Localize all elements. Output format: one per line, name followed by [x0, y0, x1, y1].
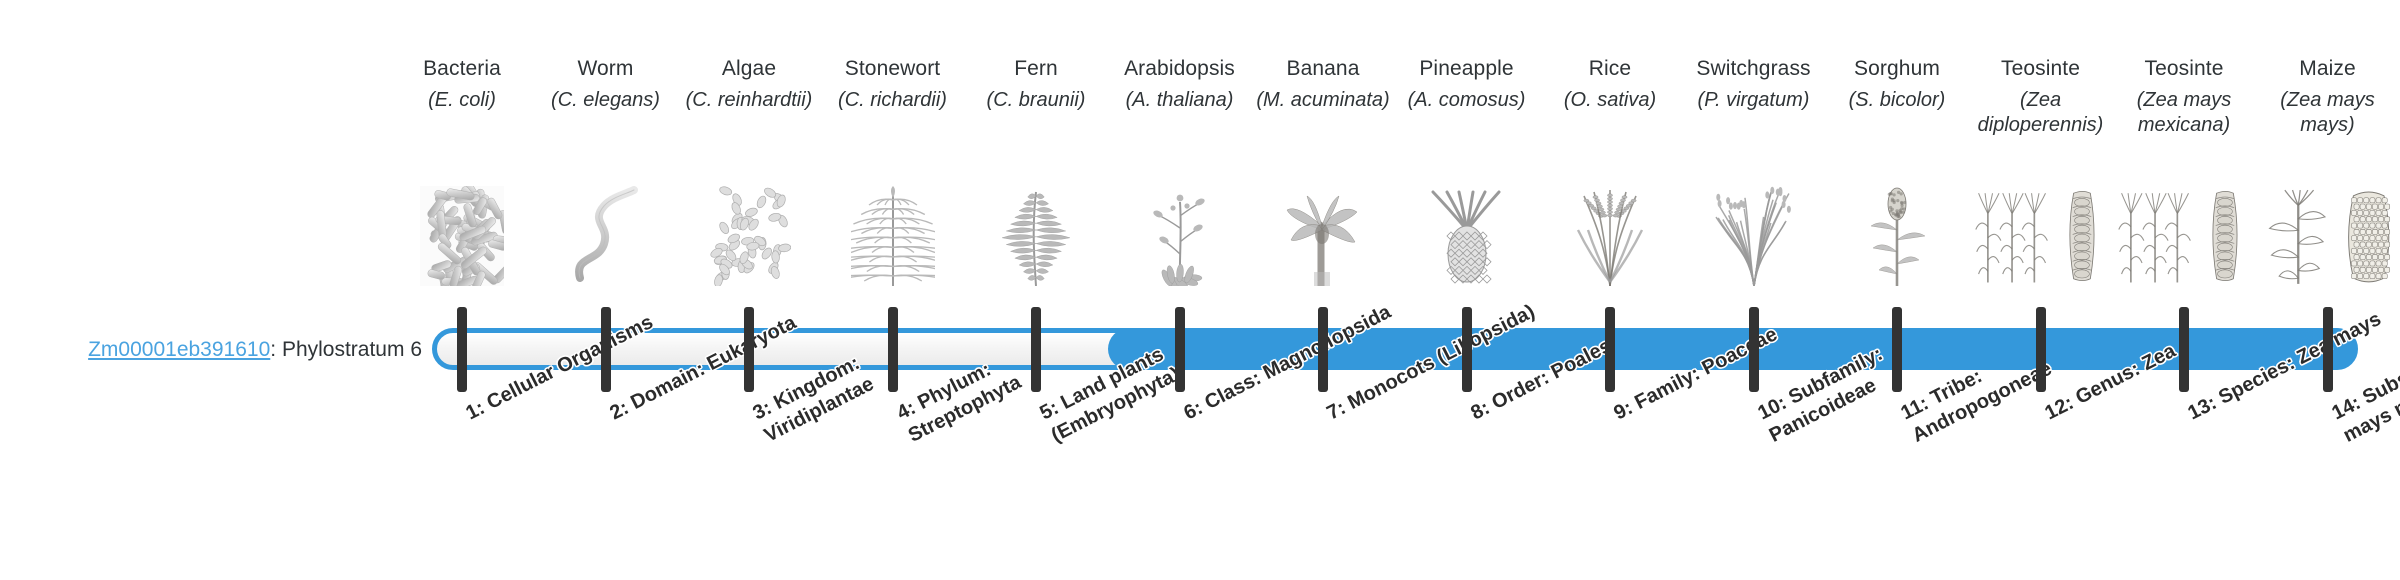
species-column-teosinte-13: Teosinte (Zea mays mexicana) 13: Species: … — [2116, 0, 2385, 580]
species-common-name: Worm — [577, 57, 634, 80]
species-common-name: Bacteria — [423, 57, 501, 80]
species-scientific-name: (M. acuminata) — [1256, 89, 1390, 111]
species-scientific-name: (Zea diploperennis) — [1977, 89, 2104, 136]
species-column-arabidopsis-6: Arabidopsis (A. thaliana) 6: Class: Magnol… — [1112, 0, 1394, 580]
species-common-name: Rice — [1588, 57, 1632, 80]
teosinte-ear-icon — [2116, 166, 2252, 286]
species-scientific-name: (C. richardii) — [838, 89, 947, 111]
species-common-name: Banana — [1286, 57, 1360, 80]
species-column-rice-9: Rice (O. sativa) 9: Family: Poaceae — [1542, 0, 1781, 580]
phylostratum-progress-fill — [1107, 328, 2356, 370]
species-common-name: Arabidopsis — [1124, 57, 1235, 80]
stonewort-alga-icon — [825, 166, 961, 286]
species-column-switchgrass-10: Switchgrass (P. virgatum) 10: Subfamily: P… — [1686, 0, 1885, 580]
rice-plant-icon — [1542, 166, 1678, 286]
maize-ear-icon — [2260, 166, 2396, 286]
species-scientific-name: (C. elegans) — [551, 89, 660, 111]
species-common-name: Teosinte — [2144, 57, 2224, 80]
pineapple-icon — [1399, 166, 1535, 286]
species-column-bacteria-1: Bacteria (E. coli) 1: Cellular Organisms — [394, 0, 657, 580]
species-common-name: Teosinte — [2000, 57, 2081, 80]
species-common-name: Maize — [2299, 57, 2356, 80]
phylostratum-tick-8[interactable] — [1461, 307, 1472, 392]
phylostratum-tick-10[interactable] — [1748, 307, 1759, 392]
species-common-name: Switchgrass — [1696, 57, 1811, 80]
species-common-name: Stonewort — [844, 57, 941, 80]
arabidopsis-plant-icon — [1112, 166, 1248, 286]
phylostratum-tick-4[interactable] — [887, 307, 898, 392]
species-columns: Bacteria (E. coli) 1: Cellular Organisms Wo… — [420, 0, 2400, 580]
species-common-name: Pineapple — [1419, 57, 1514, 80]
phylostratum-rank-label-14: 14: Subspecies: Zea mays mays — [2327, 318, 2400, 447]
species-scientific-name: (C. reinhardtii) — [685, 89, 813, 111]
species-column-pineapple-8: Pineapple (A. comosus) 8: Order: Poales — [1399, 0, 1615, 580]
species-scientific-name: (O. sativa) — [1563, 89, 1657, 111]
gene-phylostratum-label: Zm00001eb391610: Phylostratum 6 — [30, 336, 422, 363]
phylostratum-value-text: Phylostratum 6 — [281, 338, 422, 361]
species-column-stonewort-4: Stonewort (C. richardii) 4: Phylum: Strept… — [825, 0, 1024, 580]
sorghum-plant-icon — [1829, 166, 1965, 286]
species-column-teosinte-12: Teosinte (Zea diploperennis) 12: Genus: Ze… — [1973, 0, 2179, 580]
species-scientific-name: (S. bicolor) — [1848, 89, 1946, 111]
phylostratum-tick-12[interactable] — [2035, 307, 2046, 392]
banana-tree-icon — [1255, 166, 1391, 286]
species-scientific-name: (C. braunii) — [986, 89, 1086, 111]
phylostratum-tick-5[interactable] — [1031, 307, 1041, 392]
phylostratum-tick-14[interactable] — [2322, 307, 2333, 392]
phylostratum-tick-9[interactable] — [1605, 307, 1615, 392]
species-column-banana-7: Banana (M. acuminata) 7: Monocots (Liliops… — [1255, 0, 1538, 580]
teosinte-plant-icon — [1973, 166, 2109, 286]
phylostratum-tick-2[interactable] — [600, 307, 611, 392]
species-common-name: Algae — [721, 57, 777, 80]
species-scientific-name: (A. thaliana) — [1125, 89, 1234, 111]
fern-frond-icon — [968, 166, 1104, 286]
species-scientific-name: (P. virgatum) — [1697, 89, 1810, 111]
species-common-name: Fern — [1014, 57, 1058, 80]
species-scientific-name: (Zea mays mexicana) — [2136, 89, 2232, 136]
species-scientific-name: (A. comosus) — [1407, 89, 1526, 111]
bacteria-rods-icon — [394, 166, 530, 286]
species-column-maize-14: Maize (Zea mays mays) 14: Subspecies: Zea … — [2260, 0, 2400, 580]
species-scientific-name: (E. coli) — [428, 89, 496, 111]
species-common-name: Sorghum — [1854, 57, 1940, 80]
phylostratum-tick-7[interactable] — [1318, 307, 1328, 392]
species-scientific-name: (Zea mays mays) — [2280, 89, 2375, 136]
nematode-worm-icon — [538, 166, 674, 286]
species-column-worm-2: Worm (C. elegans) 2: Domain: Eukaryota — [538, 0, 799, 580]
gene-id-link[interactable]: Zm00001eb391610 — [88, 338, 271, 361]
phylostratum-tick-3[interactable] — [744, 307, 754, 392]
species-column-sorghum-11: Sorghum (S. bicolor) 11: Tribe: Andropogon… — [1829, 0, 2056, 580]
algae-cells-icon — [681, 166, 817, 286]
species-column-fern-5: Fern (C. braunii) 5: Land plants (Embryoph… — [968, 0, 1184, 580]
phylostratum-tick-1[interactable] — [457, 307, 467, 392]
phylostratum-tick-11[interactable] — [1892, 307, 1902, 392]
gene-label-separator: : — [270, 338, 282, 361]
phylostratum-tick-6[interactable] — [1174, 307, 1185, 392]
phylostratum-tick-13[interactable] — [2179, 307, 2189, 392]
switchgrass-icon — [1686, 166, 1822, 286]
species-column-algae-3: Algae (C. reinhardtii) 3: Kingdom: Viridip… — [681, 0, 878, 580]
